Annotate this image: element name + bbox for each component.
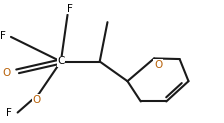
Text: F: F (67, 4, 73, 14)
Text: O: O (32, 95, 41, 105)
Text: F: F (0, 31, 6, 41)
Text: O: O (154, 60, 162, 70)
Text: O: O (3, 68, 11, 78)
Text: C: C (57, 56, 65, 67)
Text: F: F (6, 108, 12, 118)
